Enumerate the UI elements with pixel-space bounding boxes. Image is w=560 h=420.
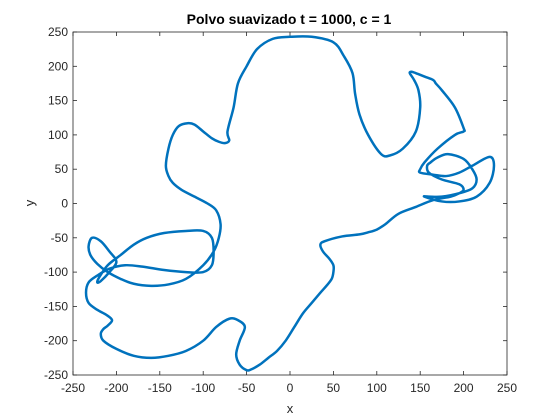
y-tick-label: 0 [61,197,68,211]
x-tick-label: 200 [454,381,474,395]
octopus-curve [84,35,496,372]
x-tick-label: 0 [287,381,294,395]
plot-area: -250 -200 -150 -100 -50 0 50 100 150 200 250 -250-… [44,25,517,395]
x-tick-label: -200 [104,381,128,395]
y-axis-label: y [22,199,37,206]
x-tick-label: 150 [410,381,430,395]
y-tick-label: -250 [44,368,68,382]
x-tick-label: -100 [191,381,215,395]
y-tick-label: -50 [51,231,69,245]
y-tick-label: -100 [44,265,68,279]
x-tick-label: 100 [367,381,387,395]
x-tick-label: -250 [61,381,85,395]
chart-title: Polvo suavizado t = 1000, c = 1 [187,11,392,27]
x-axis-ticks: -250 -200 -150 -100 -50 0 50 100 150 200 250 [61,32,517,395]
y-tick-label: 150 [48,94,68,108]
x-tick-label: -150 [148,381,172,395]
y-tick-label: 250 [48,25,68,39]
y-tick-label: -200 [44,334,68,348]
y-tick-label: -150 [44,299,68,313]
x-tick-label: 50 [327,381,341,395]
y-tick-label: 50 [55,162,69,176]
x-tick-label: 250 [497,381,517,395]
x-axis-label: x [287,401,294,416]
axes-box [72,31,508,376]
y-tick-label: 100 [48,128,68,142]
y-tick-label: 200 [48,59,68,73]
y-axis-ticks: -250 -200 -150 -100 -50 0 50 100 150 200 250 [44,25,507,382]
x-tick-label: -50 [238,381,256,395]
